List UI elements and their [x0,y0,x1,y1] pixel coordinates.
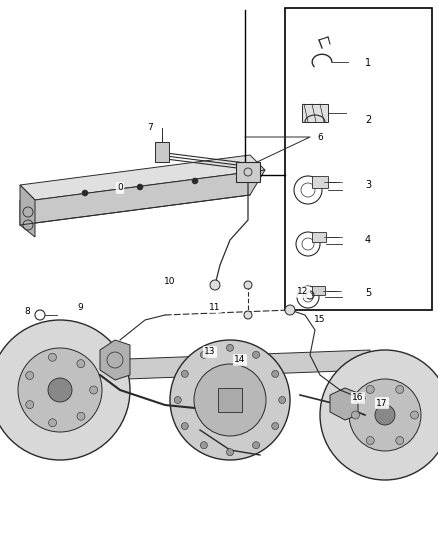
Text: 6: 6 [317,133,323,142]
Circle shape [253,351,260,358]
Text: 17: 17 [376,399,388,408]
Circle shape [226,449,233,456]
Circle shape [375,405,395,425]
FancyBboxPatch shape [236,162,260,182]
Circle shape [77,412,85,420]
Circle shape [18,348,102,432]
Text: 11: 11 [209,303,221,311]
Text: 13: 13 [204,348,216,357]
Circle shape [192,178,198,184]
Circle shape [137,184,143,190]
Circle shape [355,393,365,403]
Circle shape [48,378,72,402]
Bar [155,142,169,162]
Circle shape [170,340,290,460]
Circle shape [396,437,404,445]
Bar [285,8,432,310]
Text: 14: 14 [234,356,246,365]
Circle shape [201,351,208,358]
Circle shape [410,411,419,419]
Circle shape [396,385,404,393]
Circle shape [77,360,85,368]
Circle shape [320,350,438,480]
Text: 16: 16 [352,393,364,402]
Circle shape [366,385,374,393]
Circle shape [226,344,233,351]
Circle shape [253,442,260,449]
Text: 7: 7 [147,124,153,133]
Bar [218,388,242,412]
Circle shape [201,442,208,449]
Text: 9: 9 [77,303,83,311]
Circle shape [181,423,188,430]
Circle shape [0,320,130,460]
Circle shape [90,386,98,394]
Text: 3: 3 [365,180,371,190]
Circle shape [285,305,295,315]
Circle shape [181,370,188,377]
Bar [312,176,328,188]
Text: 10: 10 [164,278,176,287]
Circle shape [194,364,266,436]
Text: 15: 15 [314,316,326,325]
Polygon shape [100,340,130,380]
Circle shape [244,281,252,289]
Polygon shape [330,388,358,420]
Circle shape [82,190,88,196]
Bar [312,286,325,295]
Circle shape [366,437,374,445]
Bar [312,232,326,242]
Text: 8: 8 [24,308,30,317]
Circle shape [26,372,34,379]
Circle shape [174,397,181,403]
Text: 1: 1 [365,58,371,68]
Circle shape [349,379,421,451]
Circle shape [49,419,57,427]
Polygon shape [20,185,35,237]
Polygon shape [100,350,370,380]
Circle shape [272,423,279,430]
Text: 2: 2 [365,115,371,125]
Circle shape [26,401,34,409]
Polygon shape [20,170,265,225]
Circle shape [272,370,279,377]
Bar [302,104,328,122]
Circle shape [49,353,57,361]
Text: 5: 5 [365,288,371,298]
Text: 0: 0 [117,183,123,192]
Text: 12: 12 [297,287,309,296]
Text: 4: 4 [365,235,371,245]
Circle shape [210,280,220,290]
Circle shape [351,411,360,419]
Circle shape [279,397,286,403]
Polygon shape [20,155,265,200]
Circle shape [244,311,252,319]
